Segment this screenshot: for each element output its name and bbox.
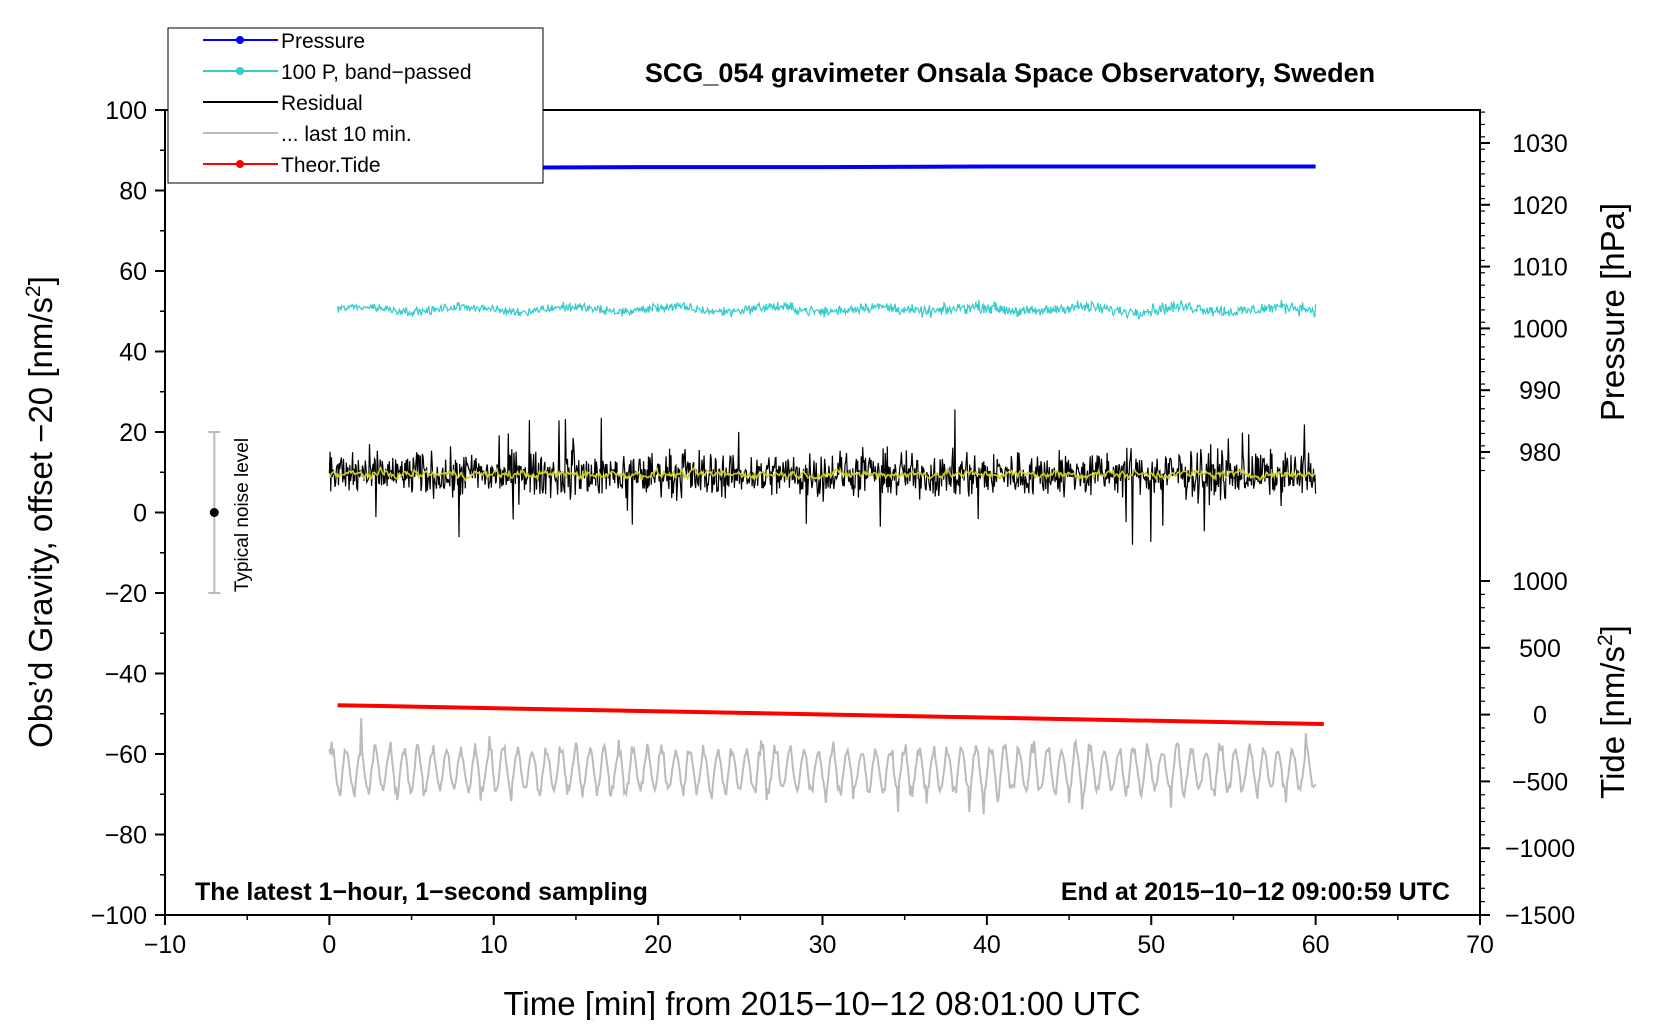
series-residual-smoothed <box>328 465 1317 483</box>
y-tick-label: 0 <box>133 500 147 528</box>
noise-level-bar: Typical noise level <box>208 431 253 594</box>
annotation-bottom-left: The latest 1−hour, 1−second sampling <box>195 878 648 906</box>
y-axis-tide-title: Tide [nm/s2] <box>1594 625 1631 799</box>
x-tick-label: 50 <box>1137 931 1165 959</box>
pressure-tick-label: 1010 <box>1512 254 1568 282</box>
y-tick-label: −80 <box>105 822 147 850</box>
x-tick-label: 70 <box>1466 931 1494 959</box>
y-tick-label: −20 <box>105 580 147 608</box>
x-tick-label: 20 <box>644 931 672 959</box>
y-tick-label: −40 <box>105 661 147 689</box>
x-tick-label: 30 <box>809 931 837 959</box>
legend-marker <box>236 160 244 168</box>
y-tick-label: −100 <box>91 902 147 930</box>
y-axis-left-title: Obs’d Gravity, offset −20 [nm/s2] <box>22 276 59 748</box>
annotation-bottom-right: End at 2015−10−12 09:00:59 UTC <box>1061 878 1450 906</box>
x-tick-label: 10 <box>480 931 508 959</box>
series-layer <box>328 164 1324 815</box>
pressure-tick-label: 1000 <box>1512 315 1568 343</box>
y-axis-tide-title-text: Tide [nm/s2] <box>1594 625 1631 799</box>
noise-bar-center <box>209 508 219 517</box>
tide-tick-label: −500 <box>1512 768 1568 796</box>
y-tick-label: 60 <box>119 258 147 286</box>
y-axis-pressure-title: Pressure [hPa] <box>1594 203 1631 421</box>
noise-level-label: Typical noise level <box>232 438 253 592</box>
legend-marker <box>236 67 244 75</box>
tide-tick-label: 1000 <box>1512 568 1568 596</box>
y-axis-tide: −1500 −1000 −500 0 500 1000 <box>1480 568 1575 930</box>
series-residual <box>328 409 1317 545</box>
x-tick-label: 60 <box>1302 931 1330 959</box>
legend-label: Theor.Tide <box>281 154 381 177</box>
y-axis-left-title-text: Obs’d Gravity, offset −20 [nm/s2] <box>22 276 59 748</box>
y-axis-pressure: 980 990 1000 1010 1020 1030 <box>1480 111 1568 472</box>
y-axis-left: −100 −80 −60 −40 −20 0 20 40 60 80 100 <box>91 97 165 930</box>
plot-frame <box>164 109 1481 916</box>
legend-marker <box>236 36 244 44</box>
tide-tick-label: 0 <box>1533 702 1547 730</box>
y-tick-label: 100 <box>105 97 147 125</box>
series-last-10-min <box>328 717 1317 815</box>
x-axis-title: Time [min] from 2015−10−12 08:01:00 UTC <box>503 985 1140 1020</box>
x-axis: −10 0 10 20 30 40 50 60 70 <box>144 915 1494 959</box>
y-tick-label: −60 <box>105 741 147 769</box>
chart-title: SCG_054 gravimeter Onsala Space Observat… <box>645 58 1375 88</box>
tide-tick-label: −1500 <box>1505 902 1575 930</box>
legend-label: 100 P, band−passed <box>281 61 472 84</box>
legend-label: Pressure <box>281 30 365 53</box>
legend-label: Residual <box>281 92 363 115</box>
y-tick-label: 40 <box>119 339 147 367</box>
pressure-tick-label: 980 <box>1519 439 1561 467</box>
x-tick-label: 0 <box>322 931 336 959</box>
y-tick-label: 80 <box>119 178 147 206</box>
tide-tick-label: 500 <box>1519 635 1561 663</box>
legend: Pressure 100 P, band−passed Residual ... la… <box>167 27 544 184</box>
pressure-tick-label: 1020 <box>1512 192 1568 220</box>
series-theor-tide <box>337 703 1324 726</box>
y-axis-pressure-title-text: Pressure [hPa] <box>1594 203 1631 421</box>
tide-tick-label: −1000 <box>1505 835 1575 863</box>
y-tick-label: 20 <box>119 419 147 447</box>
pressure-tick-label: 1030 <box>1512 130 1568 158</box>
legend-box <box>167 27 544 184</box>
pressure-tick-label: 990 <box>1519 377 1561 405</box>
x-tick-label: −10 <box>144 931 186 959</box>
legend-label: ... last 10 min. <box>281 123 412 146</box>
x-tick-label: 40 <box>973 931 1001 959</box>
series-band-passed-pressure <box>337 299 1317 320</box>
